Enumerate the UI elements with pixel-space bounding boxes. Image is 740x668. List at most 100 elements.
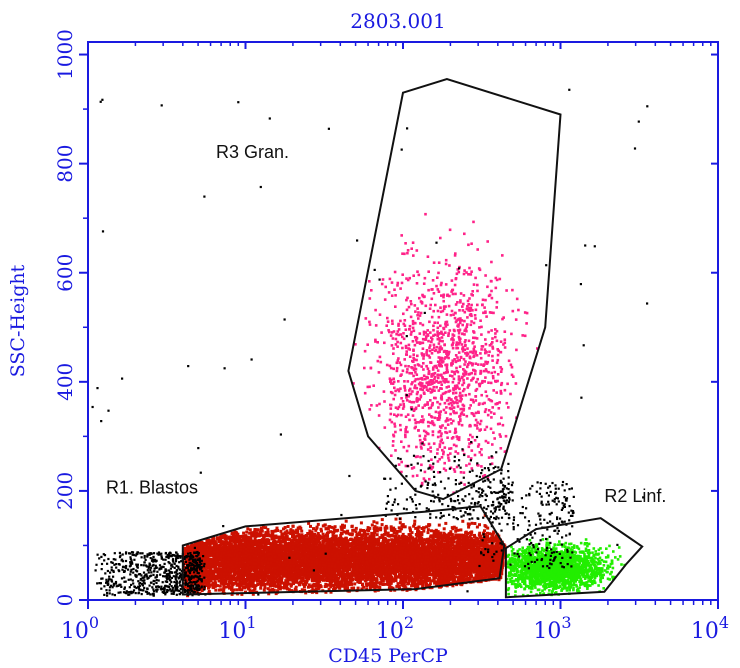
data-point [483, 348, 487, 351]
data-point [474, 369, 477, 373]
data-point [255, 569, 259, 573]
data-point [204, 575, 208, 579]
data-point [418, 314, 422, 317]
data-point [491, 443, 494, 446]
data-point [439, 434, 443, 438]
data-point [419, 455, 422, 459]
data-point [454, 387, 457, 391]
data-point [428, 387, 432, 391]
data-point [442, 295, 445, 299]
data-point [411, 366, 414, 370]
data-point [437, 261, 441, 264]
data-point [368, 280, 371, 283]
data-point [392, 367, 395, 371]
data-point [404, 427, 407, 431]
data-point [368, 320, 371, 324]
data-point [354, 526, 358, 530]
data-point [479, 356, 483, 360]
data-point [450, 370, 454, 373]
data-point [394, 430, 397, 434]
data-point [428, 307, 432, 310]
data-point [418, 342, 422, 345]
data-point [501, 254, 504, 257]
data-point [445, 386, 449, 389]
data-point [430, 380, 433, 383]
data-point [504, 434, 508, 438]
data-point [401, 400, 405, 403]
data-point [443, 307, 446, 311]
data-point [472, 414, 476, 418]
data-point [383, 400, 386, 403]
data-point [365, 584, 369, 587]
data-point [420, 365, 423, 368]
data-point [472, 331, 476, 334]
data-point [472, 283, 476, 286]
data-point [376, 341, 379, 344]
data-point [420, 419, 423, 422]
data-point [484, 376, 487, 379]
data-point [452, 392, 455, 395]
data-point [431, 348, 434, 352]
data-point [422, 526, 426, 530]
data-point [452, 468, 456, 471]
data-point [388, 330, 391, 334]
data-point [433, 423, 436, 427]
data-point [451, 292, 455, 296]
data-point [479, 428, 482, 431]
data-point [489, 399, 492, 402]
data-point [431, 433, 435, 437]
data-point [460, 397, 463, 401]
data-point [411, 319, 415, 323]
data-point [473, 423, 477, 427]
data-point [419, 311, 423, 315]
data-point [436, 288, 440, 291]
data-point [408, 276, 411, 280]
data-point [404, 573, 408, 577]
data-point [494, 380, 498, 383]
data-point [425, 381, 428, 385]
data-point [492, 311, 495, 315]
data-point [405, 449, 409, 453]
data-point [403, 358, 406, 361]
data-point [423, 404, 426, 407]
data-point [470, 371, 473, 375]
data-point [399, 403, 402, 406]
data-point [433, 416, 437, 420]
data-point [456, 268, 460, 271]
data-point [266, 580, 270, 584]
data-point [391, 382, 395, 385]
data-point [400, 234, 403, 237]
data-point [420, 463, 423, 467]
data-point [415, 337, 419, 340]
data-point [505, 401, 509, 405]
data-point [204, 581, 208, 585]
data-point [366, 343, 369, 346]
data-point [461, 383, 464, 387]
data-point [437, 342, 441, 345]
data-point [490, 329, 493, 332]
data-point [401, 252, 404, 255]
data-point [466, 316, 469, 319]
data-point [451, 336, 454, 340]
data-point [446, 542, 450, 546]
data-point [415, 386, 419, 390]
data-point [445, 320, 449, 324]
data-point [412, 356, 415, 360]
data-point [441, 377, 445, 380]
data-point [401, 369, 405, 373]
data-point [421, 415, 424, 418]
data-point [471, 341, 475, 345]
data-point [356, 586, 360, 590]
data-point [511, 309, 515, 313]
data-point [401, 273, 404, 276]
data-point [447, 332, 450, 335]
data-point [447, 304, 451, 308]
data-point [480, 448, 483, 451]
data-point [492, 366, 495, 369]
data-point [416, 354, 419, 358]
data-point [392, 397, 395, 401]
data-point [458, 341, 462, 344]
data-point [436, 373, 439, 377]
data-point [455, 411, 458, 415]
data-point [432, 292, 436, 295]
